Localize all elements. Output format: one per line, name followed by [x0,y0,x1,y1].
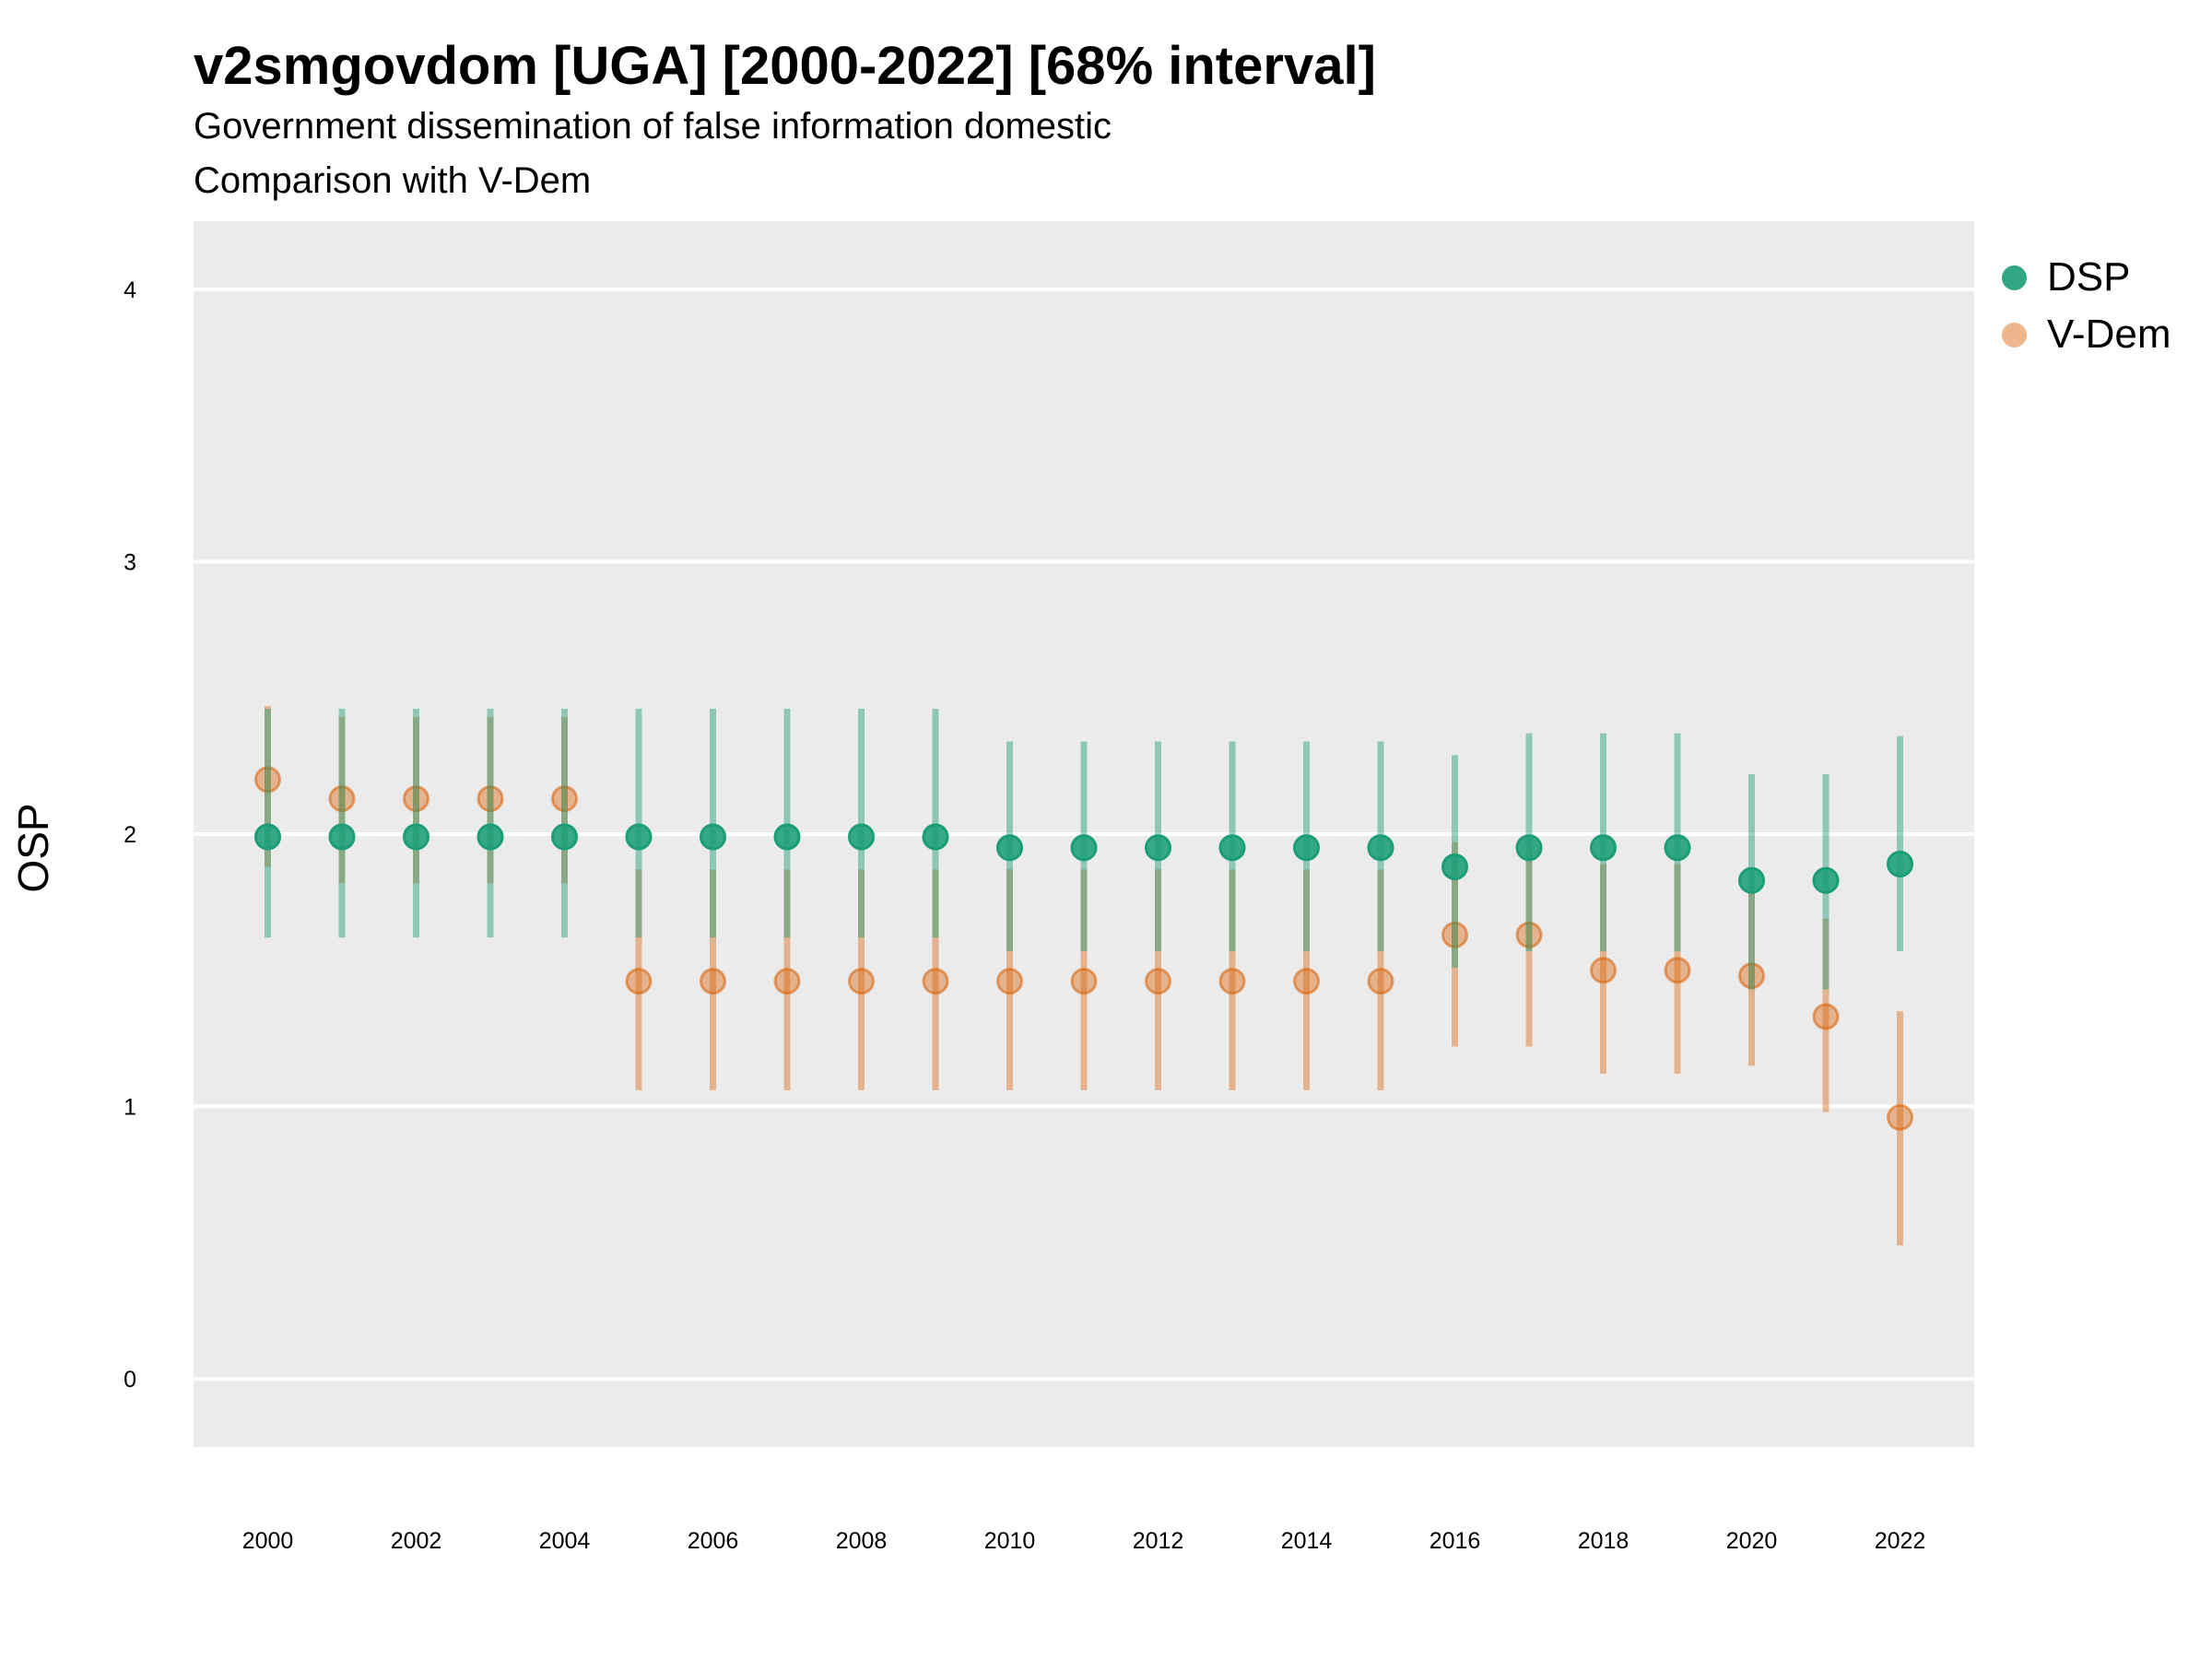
legend: DSP V-Dem [2002,249,2171,363]
y-tick-label: 1 [124,1095,136,1121]
x-tick-label: 2008 [836,1528,888,1554]
point-vdem [1515,921,1543,948]
point-dsp [922,823,949,851]
legend-item-dsp: DSP [2002,249,2171,306]
x-tick-label: 2000 [242,1528,294,1554]
point-vdem [1070,968,1098,995]
point-dsp [1590,834,1617,862]
point-vdem [1218,968,1246,995]
point-vdem [848,968,875,995]
point-dsp [1218,834,1246,862]
legend-label-dsp: DSP [2047,254,2131,300]
point-vdem [1887,1103,1913,1131]
point-vdem [1738,962,1765,990]
x-tick-label: 2022 [1875,1528,1926,1554]
legend-dot-dsp [2002,265,2027,290]
point-dsp [328,823,356,851]
point-vdem [403,785,429,813]
point-vdem [922,968,949,995]
x-tick-label: 2014 [1281,1528,1333,1554]
point-vdem [254,766,281,794]
x-tick-label: 2002 [391,1528,442,1554]
point-vdem [1664,957,1691,984]
point-vdem [1145,968,1171,995]
x-tick-label: 2020 [1726,1528,1778,1554]
point-dsp [1812,866,1840,894]
point-vdem [1441,921,1468,948]
point-dsp [625,823,653,851]
point-vdem [1293,968,1320,995]
legend-label-vdem: V-Dem [2047,312,2171,357]
point-dsp [1515,834,1543,862]
y-tick-label: 0 [124,1367,136,1393]
y-tick-label: 4 [124,277,136,303]
point-vdem [1367,968,1394,995]
point-dsp [254,823,281,851]
point-dsp [1070,834,1098,862]
legend-dot-vdem [2002,322,2027,347]
legend-item-vdem: V-Dem [2002,306,2171,363]
y-tick-label: 3 [124,549,136,575]
point-vdem [996,968,1023,995]
x-tick-label: 2004 [539,1528,591,1554]
point-dsp [1293,834,1320,862]
point-dsp [996,834,1023,862]
point-vdem [625,968,653,995]
point-vdem [477,785,504,813]
x-tick-label: 2018 [1578,1528,1630,1554]
chart-title: v2smgovdom [UGA] [2000-2022] [68% interv… [194,36,1376,96]
series-marks [254,706,1913,1246]
y-tick-labels: 0 1 2 3 4 [124,277,136,1393]
y-tick-label: 2 [124,822,136,848]
point-vdem [773,968,801,995]
point-dsp [551,823,578,851]
x-tick-label: 2006 [688,1528,739,1554]
point-dsp [1887,851,1913,878]
point-vdem [1812,1003,1840,1030]
grid-lines [194,287,1974,1382]
point-vdem [328,785,356,813]
x-tick-label: 2012 [1133,1528,1184,1554]
point-dsp [848,823,875,851]
point-dsp [1145,834,1171,862]
point-dsp [1738,866,1765,894]
x-tick-labels: 2000 2002 2004 2006 2008 2010 2012 2014 2016 2018… [242,1528,1926,1554]
point-vdem [1590,957,1617,984]
point-dsp [700,823,726,851]
chart-subtitle-comparison: Comparison with V-Dem [194,160,592,201]
point-dsp [1441,853,1468,880]
point-dsp [1664,834,1691,862]
x-tick-label: 2010 [984,1528,1036,1554]
point-vdem [551,785,578,813]
point-vdem [700,968,726,995]
point-dsp [773,823,801,851]
point-dsp [1367,834,1394,862]
point-dsp [403,823,429,851]
chart-subtitle: Government dissemination of false inform… [194,106,1112,147]
x-tick-label: 2016 [1430,1528,1481,1554]
point-dsp [477,823,504,851]
